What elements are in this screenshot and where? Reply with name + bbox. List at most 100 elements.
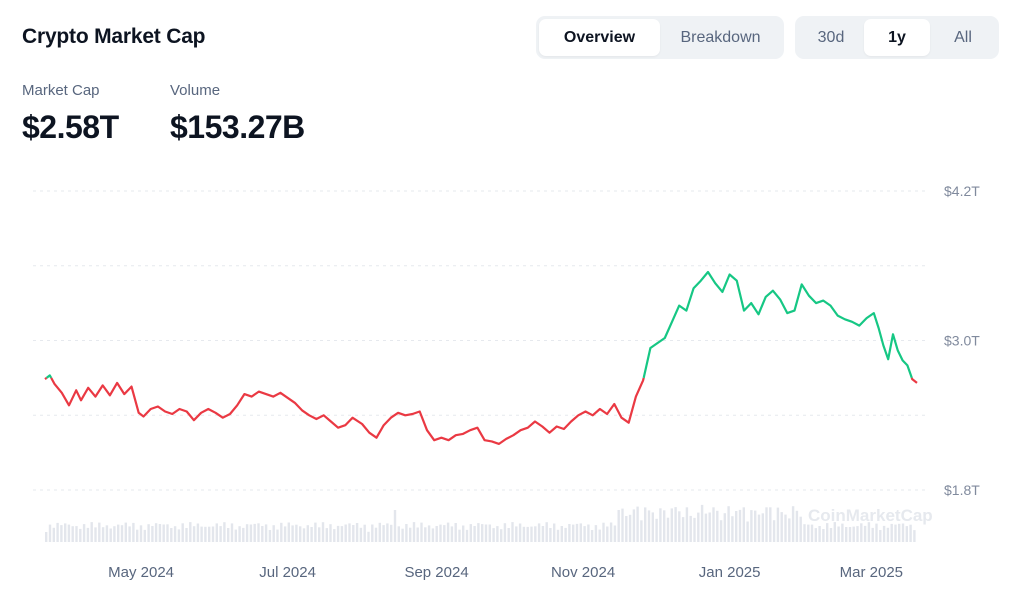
volume-bar — [598, 529, 601, 542]
volume-bar — [412, 522, 416, 542]
volume-bar — [371, 524, 374, 542]
volume-bar — [431, 528, 435, 542]
volume-bar — [553, 523, 556, 542]
volume-bar — [416, 527, 419, 542]
volume-bar — [173, 526, 177, 542]
volume-bar — [700, 504, 704, 542]
range-all-button[interactable]: All — [954, 28, 972, 46]
volume-bar — [90, 522, 93, 542]
price-line-above-baseline — [45, 374, 53, 379]
volume-bar — [48, 524, 52, 542]
volume-bar — [636, 506, 639, 542]
volume-bar — [336, 525, 340, 542]
volume-bar — [503, 523, 507, 542]
volume-bar — [488, 524, 491, 542]
volume-bar — [632, 509, 636, 542]
volume-bar — [302, 528, 306, 542]
volume-bar — [803, 524, 806, 542]
volume-bar — [826, 523, 829, 542]
volume-bar — [272, 525, 275, 542]
volume-bar — [507, 528, 510, 542]
volume-bar — [158, 524, 162, 542]
volume-bar — [446, 522, 450, 542]
volume-bar — [268, 530, 272, 542]
volume-bar — [215, 523, 218, 542]
volume-bar — [697, 512, 700, 542]
volume-bar — [185, 528, 188, 542]
range-1y-button[interactable]: 1y — [864, 19, 930, 56]
volume-bar — [663, 510, 666, 542]
volume-bar — [575, 523, 579, 542]
volume-bar — [359, 527, 363, 542]
volume-bar — [685, 507, 689, 542]
volume-bar — [534, 526, 537, 542]
volume-bar — [352, 525, 355, 542]
volume-bar — [166, 524, 169, 542]
volume-bar — [647, 510, 651, 542]
volume-bar — [109, 528, 112, 542]
volume-bar — [200, 526, 203, 542]
volume-bar — [98, 522, 101, 542]
volume-bar — [765, 507, 768, 542]
range-30d-button[interactable]: 30d — [817, 28, 845, 46]
volume-bar — [435, 526, 438, 542]
volume-bar — [659, 508, 662, 542]
volume-bar — [761, 513, 764, 542]
tab-breakdown[interactable]: Breakdown — [680, 28, 761, 46]
volume-bar — [427, 525, 431, 542]
volume-label: Volume — [170, 82, 221, 99]
volume-bar — [230, 523, 234, 542]
volume-bar — [283, 526, 287, 542]
volume-bar — [162, 524, 165, 542]
page-title: Crypto Market Cap — [22, 25, 206, 48]
volume-bar — [867, 522, 871, 542]
volume-bar — [674, 507, 677, 542]
volume-bar — [310, 527, 313, 542]
volume-bar — [462, 525, 465, 542]
volume-bar — [52, 527, 55, 542]
volume-stat: Volume $153.27B — [170, 82, 305, 146]
volume-bar — [837, 526, 840, 542]
volume-bar — [882, 525, 886, 542]
volume-bar — [139, 525, 143, 542]
volume-bar — [879, 530, 882, 542]
volume-bar — [735, 511, 738, 542]
volume-bar — [151, 526, 154, 542]
x-tick-label: Mar 2025 — [840, 564, 903, 581]
volume-bar — [390, 524, 393, 542]
grid-lines — [33, 190, 926, 491]
volume-bar — [898, 523, 901, 542]
volume-bar — [727, 506, 730, 542]
volume-bar — [242, 527, 245, 542]
volume-bar — [579, 523, 582, 542]
volume-bar — [374, 527, 378, 542]
volume-bar — [147, 524, 150, 542]
volume-bar — [45, 532, 48, 542]
volume-bar — [60, 525, 63, 542]
volume-bar — [71, 526, 74, 542]
volume-bar — [132, 522, 135, 542]
volume-bar — [443, 525, 446, 542]
volume-bar — [860, 523, 863, 542]
volume-bar — [321, 522, 325, 542]
volume-bar — [181, 523, 184, 542]
volume-bar — [424, 527, 427, 542]
tab-overview[interactable]: Overview — [539, 19, 660, 56]
volume-bar — [227, 528, 230, 542]
volume-bar — [852, 526, 855, 542]
volume-bar — [329, 524, 332, 542]
volume-bar — [670, 508, 673, 542]
volume-bar — [299, 526, 302, 542]
volume-bar — [814, 528, 817, 542]
volume-bar — [556, 529, 560, 542]
volume-bar — [818, 526, 821, 542]
x-tick-label: May 2024 — [108, 564, 174, 581]
volume-bar — [530, 526, 533, 542]
volume-bar — [606, 526, 609, 542]
volume-bar — [871, 527, 874, 542]
market-cap-stat: Market Cap $2.58T — [22, 82, 119, 146]
volume-bar — [67, 524, 71, 542]
volume-bar — [784, 514, 787, 542]
volume-bar — [833, 522, 836, 542]
